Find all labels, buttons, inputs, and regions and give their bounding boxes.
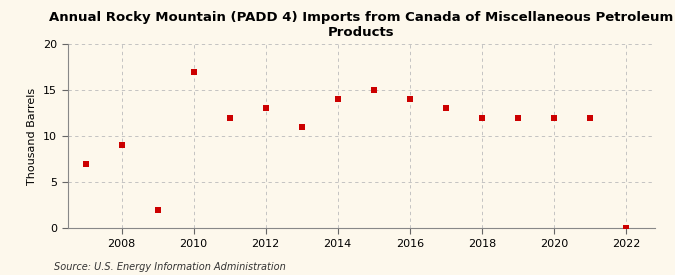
Point [224,116,235,120]
Point [80,161,91,166]
Point [549,116,560,120]
Point [440,106,451,111]
Point [369,88,379,92]
Point [188,69,199,74]
Title: Annual Rocky Mountain (PADD 4) Imports from Canada of Miscellaneous Petroleum Pr: Annual Rocky Mountain (PADD 4) Imports f… [49,11,673,39]
Point [261,106,271,111]
Y-axis label: Thousand Barrels: Thousand Barrels [28,87,37,185]
Text: Source: U.S. Energy Information Administration: Source: U.S. Energy Information Administ… [54,262,286,272]
Point [585,116,595,120]
Point [332,97,343,101]
Point [512,116,523,120]
Point [296,125,307,129]
Point [116,143,127,147]
Point [477,116,487,120]
Point [620,226,631,230]
Point [404,97,415,101]
Point [152,208,163,212]
